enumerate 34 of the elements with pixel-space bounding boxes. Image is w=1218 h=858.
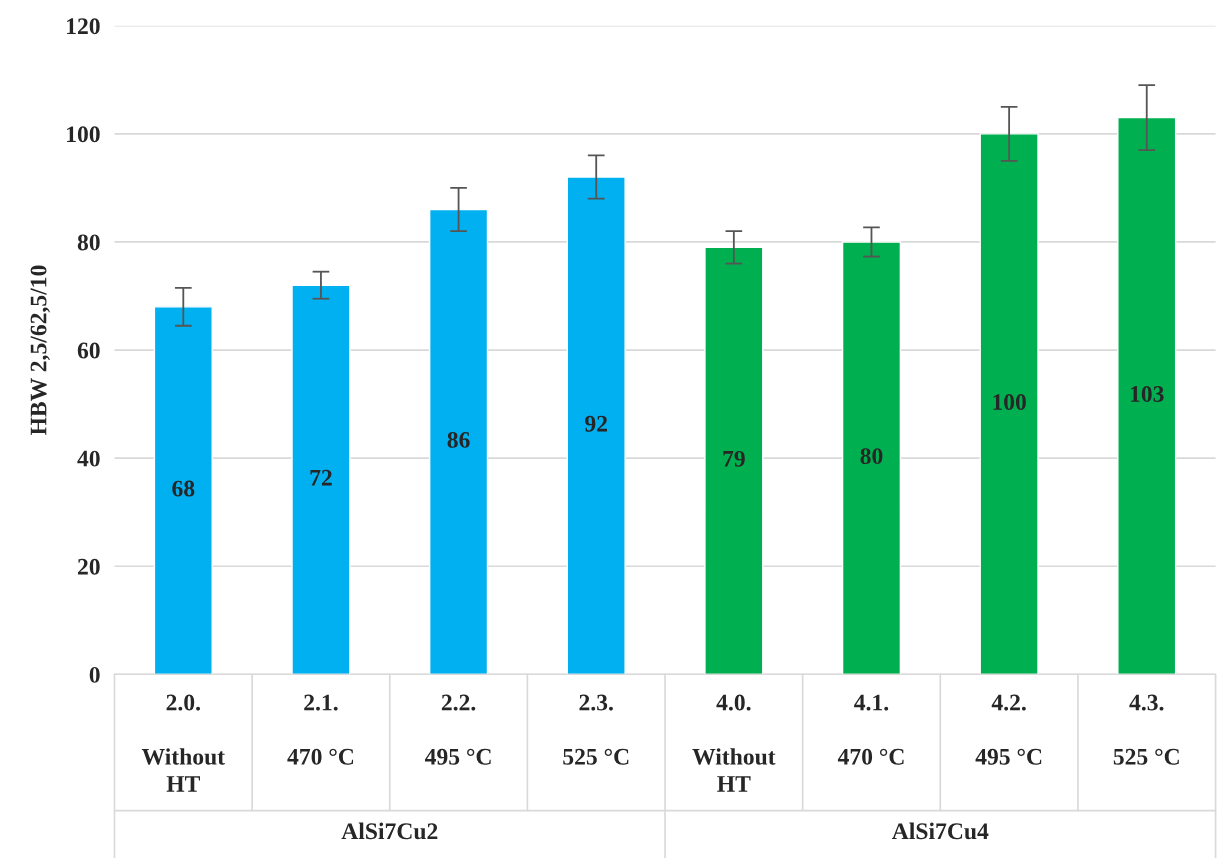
bar xyxy=(979,133,1039,675)
y-axis-title: HBW 2,5/62,5/10 xyxy=(30,265,50,436)
y-tick-label: 0 xyxy=(89,666,100,683)
data-label: 72 xyxy=(310,469,332,486)
category-label: 4.2. 495 °C xyxy=(975,694,1042,765)
category-label: 2.0. Without HT xyxy=(141,694,225,792)
category-label: 2.3. 525 °C xyxy=(563,694,629,765)
y-tick-label: 40 xyxy=(77,450,100,467)
bar xyxy=(566,176,626,675)
bar xyxy=(291,284,351,675)
bar xyxy=(841,241,902,675)
category-label: 2.2. 495 °C xyxy=(425,694,491,765)
y-tick-label: 120 xyxy=(67,18,100,35)
category-label: 4.0. Without HT xyxy=(692,694,776,792)
data-label: 86 xyxy=(447,431,470,448)
data-label: 92 xyxy=(585,415,607,432)
y-tick-label: 20 xyxy=(77,558,100,575)
y-tick-label: 80 xyxy=(77,234,100,251)
y-tick-label: 60 xyxy=(77,342,100,359)
data-label: 79 xyxy=(723,450,745,467)
category-label: 2.1. 470 °C xyxy=(287,694,354,765)
data-label: 103 xyxy=(1130,385,1164,402)
text: AlSi7Cu2 xyxy=(341,822,438,840)
data-label: 80 xyxy=(860,448,883,465)
category-label: 4.3. 525 °C xyxy=(1113,694,1179,765)
bar xyxy=(153,306,213,675)
bar xyxy=(1117,116,1177,675)
bar xyxy=(428,208,489,675)
y-tick-label: 100 xyxy=(67,126,100,143)
bar xyxy=(704,246,764,675)
category-label: 4.1. 470 °C xyxy=(837,694,904,765)
data-label: 100 xyxy=(993,394,1026,411)
text: AlSi7Cu4 xyxy=(891,822,989,840)
data-label: 68 xyxy=(172,480,195,497)
